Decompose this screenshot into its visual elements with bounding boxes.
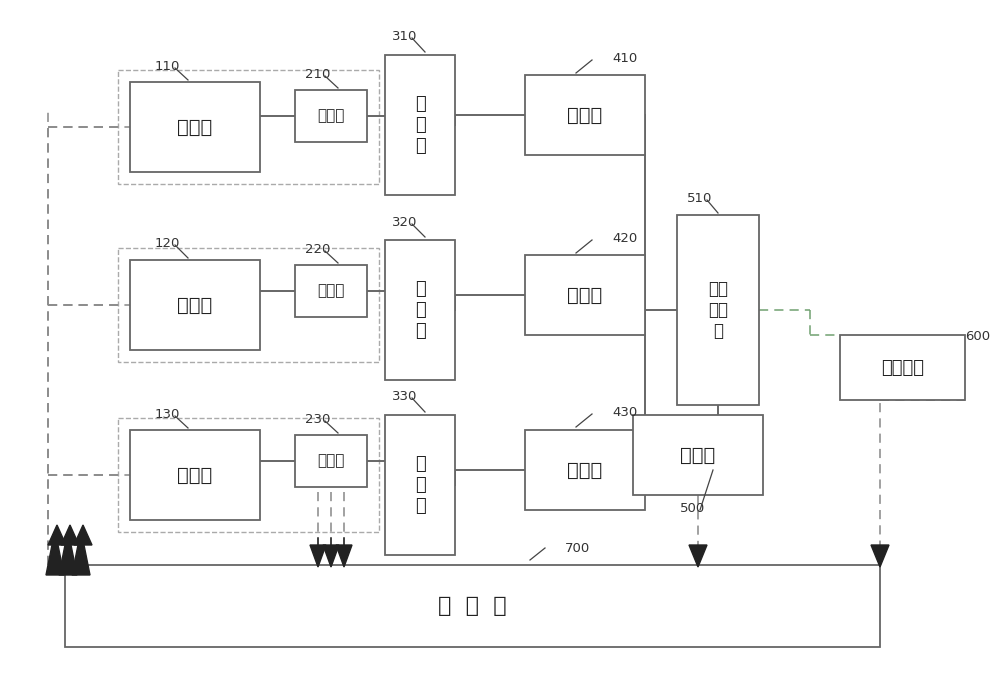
Text: 干燥机: 干燥机 [567, 105, 603, 124]
Polygon shape [871, 545, 889, 567]
Text: 储
气
罐: 储 气 罐 [415, 95, 425, 155]
Text: 110: 110 [155, 60, 180, 73]
Bar [295, 90, 367, 142]
Text: 320: 320 [392, 216, 417, 229]
Text: 干燥机: 干燥机 [567, 460, 603, 479]
Bar [130, 430, 260, 520]
Polygon shape [59, 530, 77, 575]
Text: 410: 410 [612, 52, 637, 65]
Polygon shape [323, 545, 339, 567]
Text: 310: 310 [392, 30, 417, 43]
Text: 储
气
罐: 储 气 罐 [415, 280, 425, 340]
Polygon shape [72, 530, 90, 575]
Bar [525, 430, 645, 510]
Polygon shape [48, 525, 66, 545]
Text: 230: 230 [305, 413, 330, 426]
Bar [65, 565, 880, 647]
Text: 空压机: 空压机 [177, 295, 213, 314]
Bar [677, 215, 759, 405]
Polygon shape [310, 545, 326, 567]
Text: 130: 130 [155, 408, 180, 421]
Text: 控  制  器: 控 制 器 [438, 596, 507, 616]
Polygon shape [46, 530, 64, 575]
Bar [840, 335, 965, 400]
Bar [385, 240, 455, 380]
Text: 330: 330 [392, 390, 417, 403]
Text: 分气缸: 分气缸 [680, 445, 716, 464]
Bar [385, 415, 455, 555]
Bar [130, 82, 260, 172]
Text: 流量计: 流量计 [317, 284, 345, 299]
Bar [118, 418, 379, 532]
Text: 220: 220 [305, 243, 330, 256]
Text: 700: 700 [565, 542, 590, 555]
Text: 600: 600 [965, 330, 990, 343]
Polygon shape [689, 545, 707, 567]
Text: 流量计: 流量计 [317, 454, 345, 469]
Text: 420: 420 [612, 232, 637, 245]
Text: 空压机: 空压机 [177, 466, 213, 485]
Bar [295, 265, 367, 317]
Text: 流量计: 流量计 [317, 109, 345, 124]
Text: 压力
传感
器: 压力 传感 器 [708, 280, 728, 340]
Text: 120: 120 [155, 237, 180, 250]
Bar [118, 248, 379, 362]
Text: 用气系统: 用气系统 [881, 359, 924, 376]
Text: 干燥机: 干燥机 [567, 285, 603, 304]
Bar [525, 75, 645, 155]
Bar [385, 55, 455, 195]
Polygon shape [336, 545, 352, 567]
Bar [525, 255, 645, 335]
Text: 储
气
罐: 储 气 罐 [415, 455, 425, 515]
Text: 空压机: 空压机 [177, 117, 213, 136]
Bar [633, 415, 763, 495]
Polygon shape [74, 525, 92, 545]
Bar [295, 435, 367, 487]
Text: 430: 430 [612, 406, 637, 419]
Text: 500: 500 [680, 502, 705, 515]
Text: 510: 510 [687, 192, 712, 205]
Bar [118, 70, 379, 184]
Bar [130, 260, 260, 350]
Polygon shape [61, 525, 79, 545]
Text: 210: 210 [305, 68, 330, 81]
